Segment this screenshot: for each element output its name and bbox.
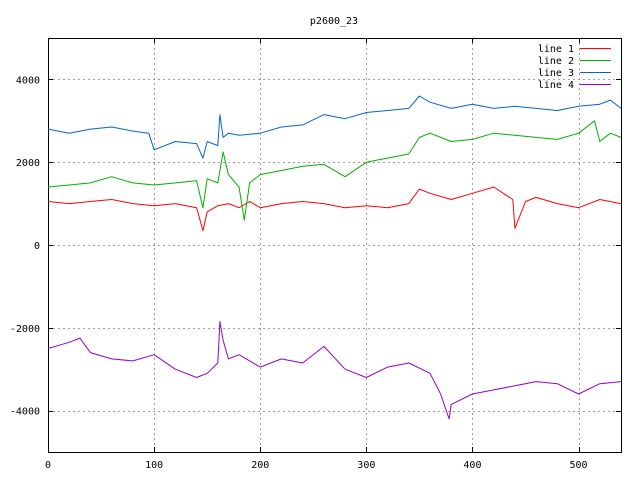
series-layer — [47, 95, 622, 420]
legend-label: line 1 — [538, 44, 574, 55]
x-tick-label: 0 — [45, 460, 51, 471]
legend-label: line 4 — [538, 80, 574, 91]
y-tick-label: 0 — [34, 241, 40, 252]
series-line-1 — [47, 186, 622, 231]
y-axis: -4000 -2000 0 2000 4000 — [10, 75, 621, 418]
chart-title: p2600_23 — [310, 16, 358, 27]
x-tick-label: 300 — [357, 460, 375, 471]
y-tick-label: -4000 — [10, 407, 40, 418]
y-tick-label: 2000 — [16, 158, 40, 169]
x-tick-label: 500 — [570, 460, 588, 471]
x-axis: 0 100 200 300 400 500 — [45, 38, 588, 471]
x-tick-label: 100 — [145, 460, 163, 471]
grid-layer — [48, 38, 621, 452]
series-line-3 — [47, 95, 622, 159]
y-tick-label: -2000 — [10, 324, 40, 335]
legend-label: line 3 — [538, 68, 574, 79]
x-tick-label: 400 — [463, 460, 481, 471]
x-tick-label: 200 — [251, 460, 269, 471]
legend-label: line 2 — [538, 56, 574, 67]
series-line-4 — [47, 321, 622, 420]
y-tick-label: 4000 — [16, 75, 40, 86]
series-line-2 — [47, 120, 622, 221]
